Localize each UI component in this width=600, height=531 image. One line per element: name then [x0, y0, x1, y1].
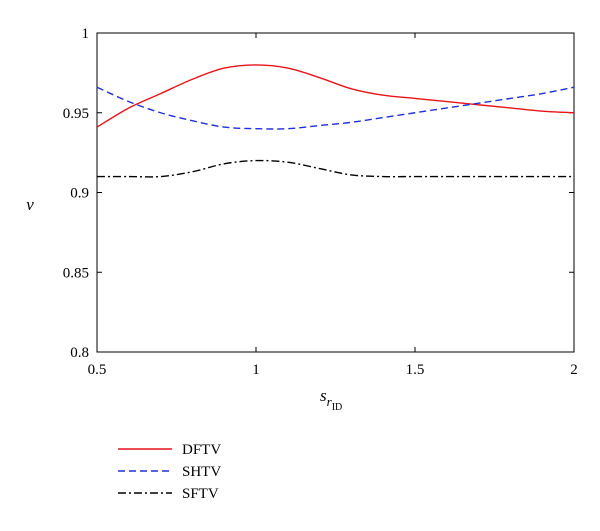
x-tick-label: 2: [570, 362, 578, 378]
x-axis-label-main: s: [320, 386, 327, 405]
x-axis-label-subsub: ID: [332, 402, 343, 413]
series-line-sftv: [97, 159, 574, 178]
y-tick-label: 0.85: [63, 265, 89, 281]
series-line-dftv: [96, 64, 575, 128]
legend-label-sftv: SFTV: [182, 486, 219, 502]
x-tick-label: 1: [252, 362, 260, 378]
legend: DFTV SHTV SFTV: [118, 442, 221, 502]
x-tick-label: 1.5: [406, 362, 425, 378]
series-layer: [96, 64, 575, 178]
svg-text:srID: srID: [320, 386, 342, 413]
y-tick-label: 0.9: [70, 186, 89, 202]
x-axis-label: srID: [320, 386, 342, 413]
y-tick-label: 0.8: [70, 345, 89, 361]
y-tick-label: 0.95: [63, 106, 89, 122]
x-axis-label-sub: r: [327, 394, 333, 409]
series-line-shtv: [96, 86, 575, 130]
y-tick-label: 1: [82, 26, 90, 42]
legend-label-shtv: SHTV: [182, 464, 221, 480]
axis-ticks: 0.5 1 1.5 2 0.8 0.85 0.9 0.95 1: [63, 26, 578, 378]
legend-label-dftv: DFTV: [182, 442, 221, 458]
x-tick-label: 0.5: [88, 362, 107, 378]
y-axis-label: ν: [26, 195, 34, 214]
plot-frame: [96, 32, 575, 353]
